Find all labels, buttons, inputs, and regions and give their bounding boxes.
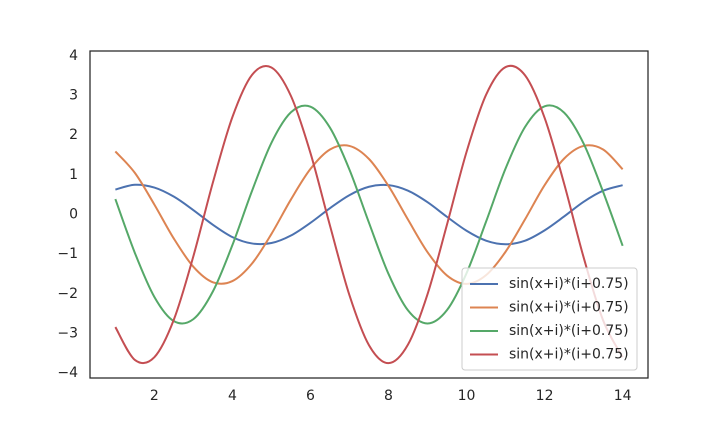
y-tick-label: 1: [69, 167, 78, 183]
x-tick-label: 2: [150, 388, 159, 404]
line-series: [114, 64, 624, 365]
y-tick-label: −2: [57, 286, 78, 302]
x-tick-label: 6: [306, 388, 315, 404]
y-tick-label: 3: [69, 88, 78, 104]
y-tick-label: 4: [69, 48, 78, 64]
plot-frame: [89, 50, 649, 379]
x-tick-label: 14: [614, 388, 632, 404]
legend-label: sin(x+i)*(i+0.75): [509, 276, 629, 292]
line-series: [115, 183, 623, 246]
y-tick-label: −1: [57, 246, 78, 262]
line-series: [114, 104, 624, 325]
legend-label: sin(x+i)*(i+0.75): [509, 347, 629, 363]
x-tick-label: 12: [536, 388, 554, 404]
y-tick-label: −3: [57, 325, 78, 341]
legend-label: sin(x+i)*(i+0.75): [509, 300, 629, 316]
x-tick-label: 8: [384, 388, 393, 404]
y-tick-label: 0: [69, 207, 78, 223]
x-tick-label: 10: [458, 388, 476, 404]
legend-box: [461, 267, 638, 371]
y-tick-label: −4: [57, 365, 78, 381]
line-series: [114, 144, 624, 285]
x-tick-label: 4: [228, 388, 237, 404]
y-tick-label: 2: [69, 127, 78, 143]
legend-label: sin(x+i)*(i+0.75): [509, 323, 629, 339]
